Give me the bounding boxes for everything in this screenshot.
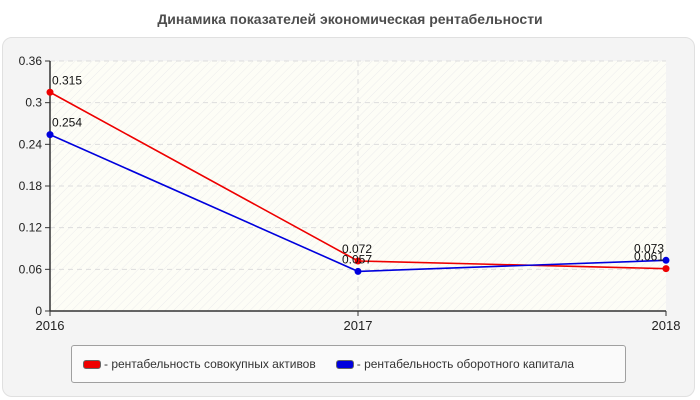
legend-item-working-capital: - рентабельность оборотного капитала <box>335 357 575 371</box>
legend-swatch-red <box>83 359 101 369</box>
legend-swatch-blue <box>335 359 354 369</box>
series-lines <box>46 88 670 275</box>
data-point[interactable] <box>662 265 670 273</box>
y-tick-label: 0.24 <box>19 137 43 151</box>
y-tick-label: 0.36 <box>19 54 43 68</box>
legend-label: - рентабельность совокупных активов <box>104 357 316 371</box>
data-label: 0.072 <box>342 242 372 256</box>
legend-label: - рентабельность оборотного капитала <box>356 357 575 371</box>
data-point[interactable] <box>46 88 54 96</box>
x-tick-label: 2016 <box>36 318 65 333</box>
gridlines <box>50 60 666 311</box>
y-tick-label: 0.12 <box>19 221 43 235</box>
chart-title: Динамика показателей экономическая рента… <box>157 11 543 27</box>
legend-item-total-assets: - рентабельность совокупных активов <box>83 357 316 371</box>
data-labels: 0.315 0.072 0.061 0.254 0.057 0.073 <box>52 73 664 266</box>
data-label: 0.073 <box>634 241 664 255</box>
legend: - рентабельность совокупных активов - ре… <box>71 345 626 383</box>
x-tick-label: 2018 <box>652 318 681 333</box>
data-point[interactable] <box>354 257 362 265</box>
y-tick-label: 0 <box>35 304 42 318</box>
x-tick-label: 2017 <box>344 318 373 333</box>
data-point[interactable] <box>354 267 362 275</box>
data-point[interactable] <box>662 256 670 264</box>
data-label: 0.315 <box>52 73 82 87</box>
data-label: 0.254 <box>52 116 82 130</box>
data-label: 0.061 <box>634 250 664 264</box>
y-tick-label: 0.18 <box>19 179 43 193</box>
data-label: 0.057 <box>342 252 372 266</box>
data-point[interactable] <box>46 131 54 139</box>
y-tick-label: 0.3 <box>25 96 42 110</box>
axes: 0 0.06 0.12 0.18 0.24 0.3 0.36 2016 2017 2018 <box>19 54 681 333</box>
y-tick-label: 0.06 <box>19 262 43 276</box>
